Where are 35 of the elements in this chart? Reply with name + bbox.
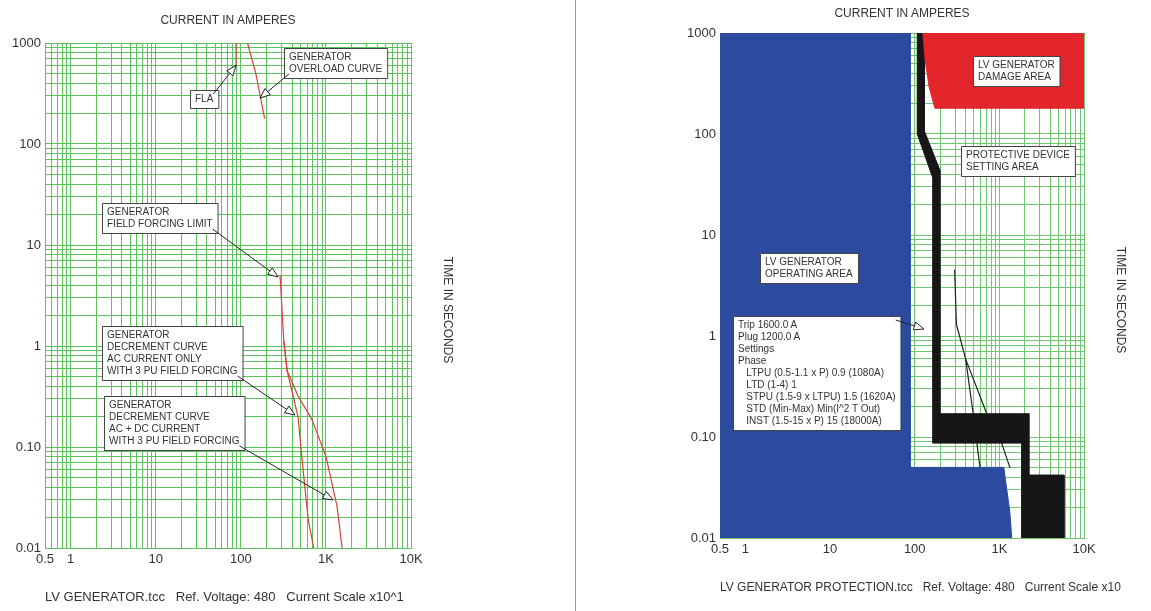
x-axis-title: CURRENT IN AMPERES xyxy=(834,6,970,21)
x-tick-label: 10 xyxy=(148,551,163,567)
y-tick-label: 1000 xyxy=(687,24,716,40)
x-tick-label: 10K xyxy=(1072,541,1096,557)
annotation: LV GENERATOR OPERATING AREA xyxy=(765,255,853,279)
y-tick-label: 10 xyxy=(701,226,716,242)
annotation: PROTECTIVE DEVICE SETTING AREA xyxy=(966,148,1071,172)
y-tick-label: 100 xyxy=(19,135,41,151)
y-tick-label: 0.10 xyxy=(15,438,41,454)
x-tick-label: 100 xyxy=(229,551,252,567)
y-tick-label: 1000 xyxy=(12,34,41,50)
text: LV GENERATOR PROTECTION.tcc Ref. Voltage: 480 Current Scale x10 xyxy=(720,580,1122,594)
x-tick-label: 1K xyxy=(991,541,1008,557)
y-tick-label: 10 xyxy=(26,236,41,252)
text: Trip 1600.0 A Plug 1200.0 A Settings Phase LTPU (0.5-1.1 x P) 0.9 (1080A) LTD (1-4) 1 STPU (1.5-9 x LTPU) 1.5 (1620A) STD (Min-Max) Min(I^2 T Out) INST (1.5-15 x P) 15 (18000A) xyxy=(738,318,896,426)
x-tick-label: 100 xyxy=(903,541,926,557)
y-tick-label: 100 xyxy=(694,125,716,141)
x-axis-title: CURRENT IN AMPERES xyxy=(160,13,296,28)
y-axis-title: TIME IN SECONDS xyxy=(1113,246,1128,354)
x-tick-label: 1 xyxy=(741,541,750,557)
x-tick-label: 10 xyxy=(822,541,838,557)
x-tick-label: 1 xyxy=(67,551,75,567)
y-tick-label: 0.10 xyxy=(690,428,716,444)
annotation: GENERATOR DECREMENT CURVE AC CURRENT ONLY WITH 3 PU FIELD FORCING xyxy=(107,328,238,376)
x-tick-label: 10K xyxy=(399,551,423,567)
annotation: FLA xyxy=(195,92,214,104)
x-tick-label: 1K xyxy=(317,551,335,567)
y-tick-label: 1 xyxy=(33,337,41,353)
annotation: LV GENERATOR DAMAGE AREA xyxy=(978,58,1055,82)
annotation: GENERATOR OVERLOAD CURVE xyxy=(289,50,383,74)
annotation: GENERATOR DECREMENT CURVE AC + DC CURRENT WITH 3 PU FIELD FORCING xyxy=(109,398,240,446)
text: LV GENERATOR.tcc Ref. Voltage: 480 Current Scale x10^1 xyxy=(45,589,404,604)
y-tick-label: 1 xyxy=(708,327,716,343)
y-axis-title: TIME IN SECONDS xyxy=(440,256,455,364)
annotation: GENERATOR FIELD FORCING LIMIT xyxy=(107,205,213,229)
